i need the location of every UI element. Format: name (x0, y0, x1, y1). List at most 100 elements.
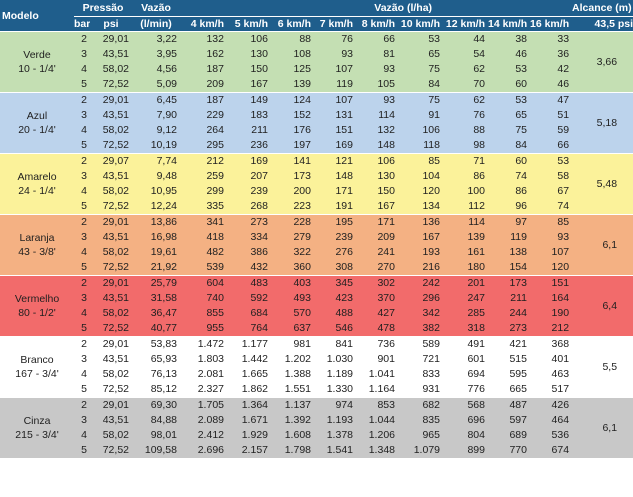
header-speed: 10 km/h (398, 16, 443, 32)
flow-lha: 118 (423, 139, 440, 151)
flow-lha: 53 (488, 92, 530, 108)
flow-lha: 259 (206, 170, 224, 182)
flow-lha: 75 (398, 92, 443, 108)
flow-lha: 285 (467, 307, 485, 319)
flow-lha: 604 (180, 275, 227, 291)
flow-lha: 139 (467, 231, 485, 243)
flow-lha: 93 (557, 231, 570, 243)
flow-lha: 901 (377, 353, 395, 365)
table-row: 4 58,02 4,56 187 150 125 107 93 75 62 53 42 (0, 62, 633, 77)
model-name: Azul 20 - 1/4' (0, 92, 74, 154)
flow-lha: 1.193 (326, 414, 353, 426)
flow-lha: 66 (356, 31, 398, 47)
pressure-psi: 43,51 (102, 231, 129, 243)
flow-lha: 107 (551, 246, 570, 258)
flow-lha: 121 (314, 153, 356, 169)
pressure-bar: 5 (81, 322, 87, 334)
table-row: 3 43,51 9,48 259 207 173 148 130 104 86 74 58 (0, 169, 633, 184)
flow-lmin: 6,45 (132, 92, 180, 108)
flow-lha: 665 (509, 383, 527, 395)
flow-lha: 1.608 (284, 429, 311, 441)
flow-lha: 515 (509, 353, 527, 365)
flow-lha: 931 (422, 383, 440, 395)
flow-lha: 167 (377, 200, 395, 212)
flow-lha: 151 (530, 275, 573, 291)
flow-lmin: 16,98 (150, 231, 177, 243)
table-row: 5 72,52 109,58 2.696 2.157 1.798 1.541 1.348 1.0… (0, 443, 633, 458)
flow-lha: 120 (422, 185, 440, 197)
pressure-psi: 58,02 (102, 429, 129, 441)
header-alcance: Alcance (m) a (572, 0, 633, 17)
flow-lha: 132 (180, 31, 227, 47)
flow-lha: 981 (271, 336, 314, 352)
pressure-psi: 58,02 (102, 124, 129, 136)
flow-lha: 134 (422, 200, 440, 212)
flow-lha: 132 (377, 124, 395, 136)
model-color: Laranja (19, 232, 55, 244)
flow-lha: 570 (293, 307, 311, 319)
flow-lha: 65 (428, 48, 440, 60)
flow-lha: 1.705 (180, 397, 227, 413)
flow-lha: 1.803 (197, 353, 224, 365)
flow-lha: 684 (250, 307, 268, 319)
flow-lha: 211 (251, 124, 268, 136)
flow-lha: 318 (467, 322, 485, 334)
flow-lha: 130 (250, 48, 268, 60)
flow-lha: 1.862 (241, 383, 268, 395)
pressure-bar: 2 (74, 153, 90, 169)
flow-lha: 696 (467, 414, 485, 426)
flow-lha: 308 (335, 261, 353, 273)
flow-lmin: 5,09 (156, 78, 177, 90)
flow-lha: 164 (551, 292, 570, 304)
header-vazao-lha: Vazão (l/ha) (180, 0, 573, 17)
flow-lha: 689 (509, 429, 527, 441)
alcance-value: 5,5 (572, 336, 633, 398)
table-row: 4 58,02 9,12 264 211 176 151 132 106 88 75 59 (0, 123, 633, 138)
pressure-psi: 72,52 (102, 322, 129, 334)
flow-lmin: 13,86 (132, 214, 180, 230)
flow-lha: 764 (250, 322, 268, 334)
table-row: 4 58,02 36,47 855 684 570 488 427 342 285 244 190 (0, 306, 633, 321)
flow-lha: 2.412 (197, 429, 224, 441)
alcance-value: 5,48 (572, 153, 633, 215)
flow-lha: 386 (250, 246, 268, 258)
pressure-bar: 3 (81, 48, 87, 60)
flow-lha: 169 (227, 153, 271, 169)
flow-lha: 517 (551, 383, 570, 395)
nozzle-flow-table: Modelo Pressão Vazão Vazão (l/ha) Alcanc… (0, 0, 633, 458)
flow-lha: 105 (377, 78, 395, 90)
flow-lha: 279 (293, 231, 311, 243)
table-row: Verde 10 - 1/4' 2 29,01 3,22 132 106 88 76 66 53 44… (0, 31, 633, 93)
flow-lha: 67 (557, 185, 570, 197)
flow-lha: 74 (557, 200, 570, 212)
table-row: 5 72,52 12,24 335 268 223 191 167 134 112 96 74 (0, 199, 633, 215)
flow-lha: 91 (428, 109, 440, 121)
flow-lha: 70 (473, 78, 485, 90)
flow-lha: 244 (509, 307, 527, 319)
flow-lha: 770 (509, 444, 527, 456)
flow-lha: 150 (250, 63, 268, 75)
table-body: Verde 10 - 1/4' 2 29,01 3,22 132 106 88 76 66 53 44… (0, 31, 633, 458)
pressure-bar: 4 (81, 185, 87, 197)
flow-lha: 46 (515, 48, 527, 60)
table-row: 3 43,51 3,95 162 130 108 93 81 65 54 46 36 (0, 47, 633, 62)
flow-lha: 1.541 (326, 444, 353, 456)
flow-lha: 322 (293, 246, 311, 258)
flow-lha: 1.044 (368, 414, 395, 426)
flow-lha: 167 (422, 231, 440, 243)
flow-lha: 637 (293, 322, 311, 334)
flow-lha: 148 (377, 139, 395, 151)
flow-lha: 299 (206, 185, 224, 197)
flow-lmin: 85,12 (150, 383, 177, 395)
flow-lha: 212 (180, 153, 227, 169)
pressure-bar: 5 (81, 139, 87, 151)
flow-lha: 207 (250, 170, 268, 182)
alcance-value: 3,66 (572, 31, 633, 93)
flow-lha: 1.671 (241, 414, 268, 426)
flow-lha: 382 (422, 322, 440, 334)
flow-lha: 1.202 (284, 353, 311, 365)
pressure-bar: 3 (81, 109, 87, 121)
flow-lha: 42 (557, 63, 570, 75)
flow-lha: 493 (293, 292, 311, 304)
flow-lha: 53 (530, 153, 573, 169)
